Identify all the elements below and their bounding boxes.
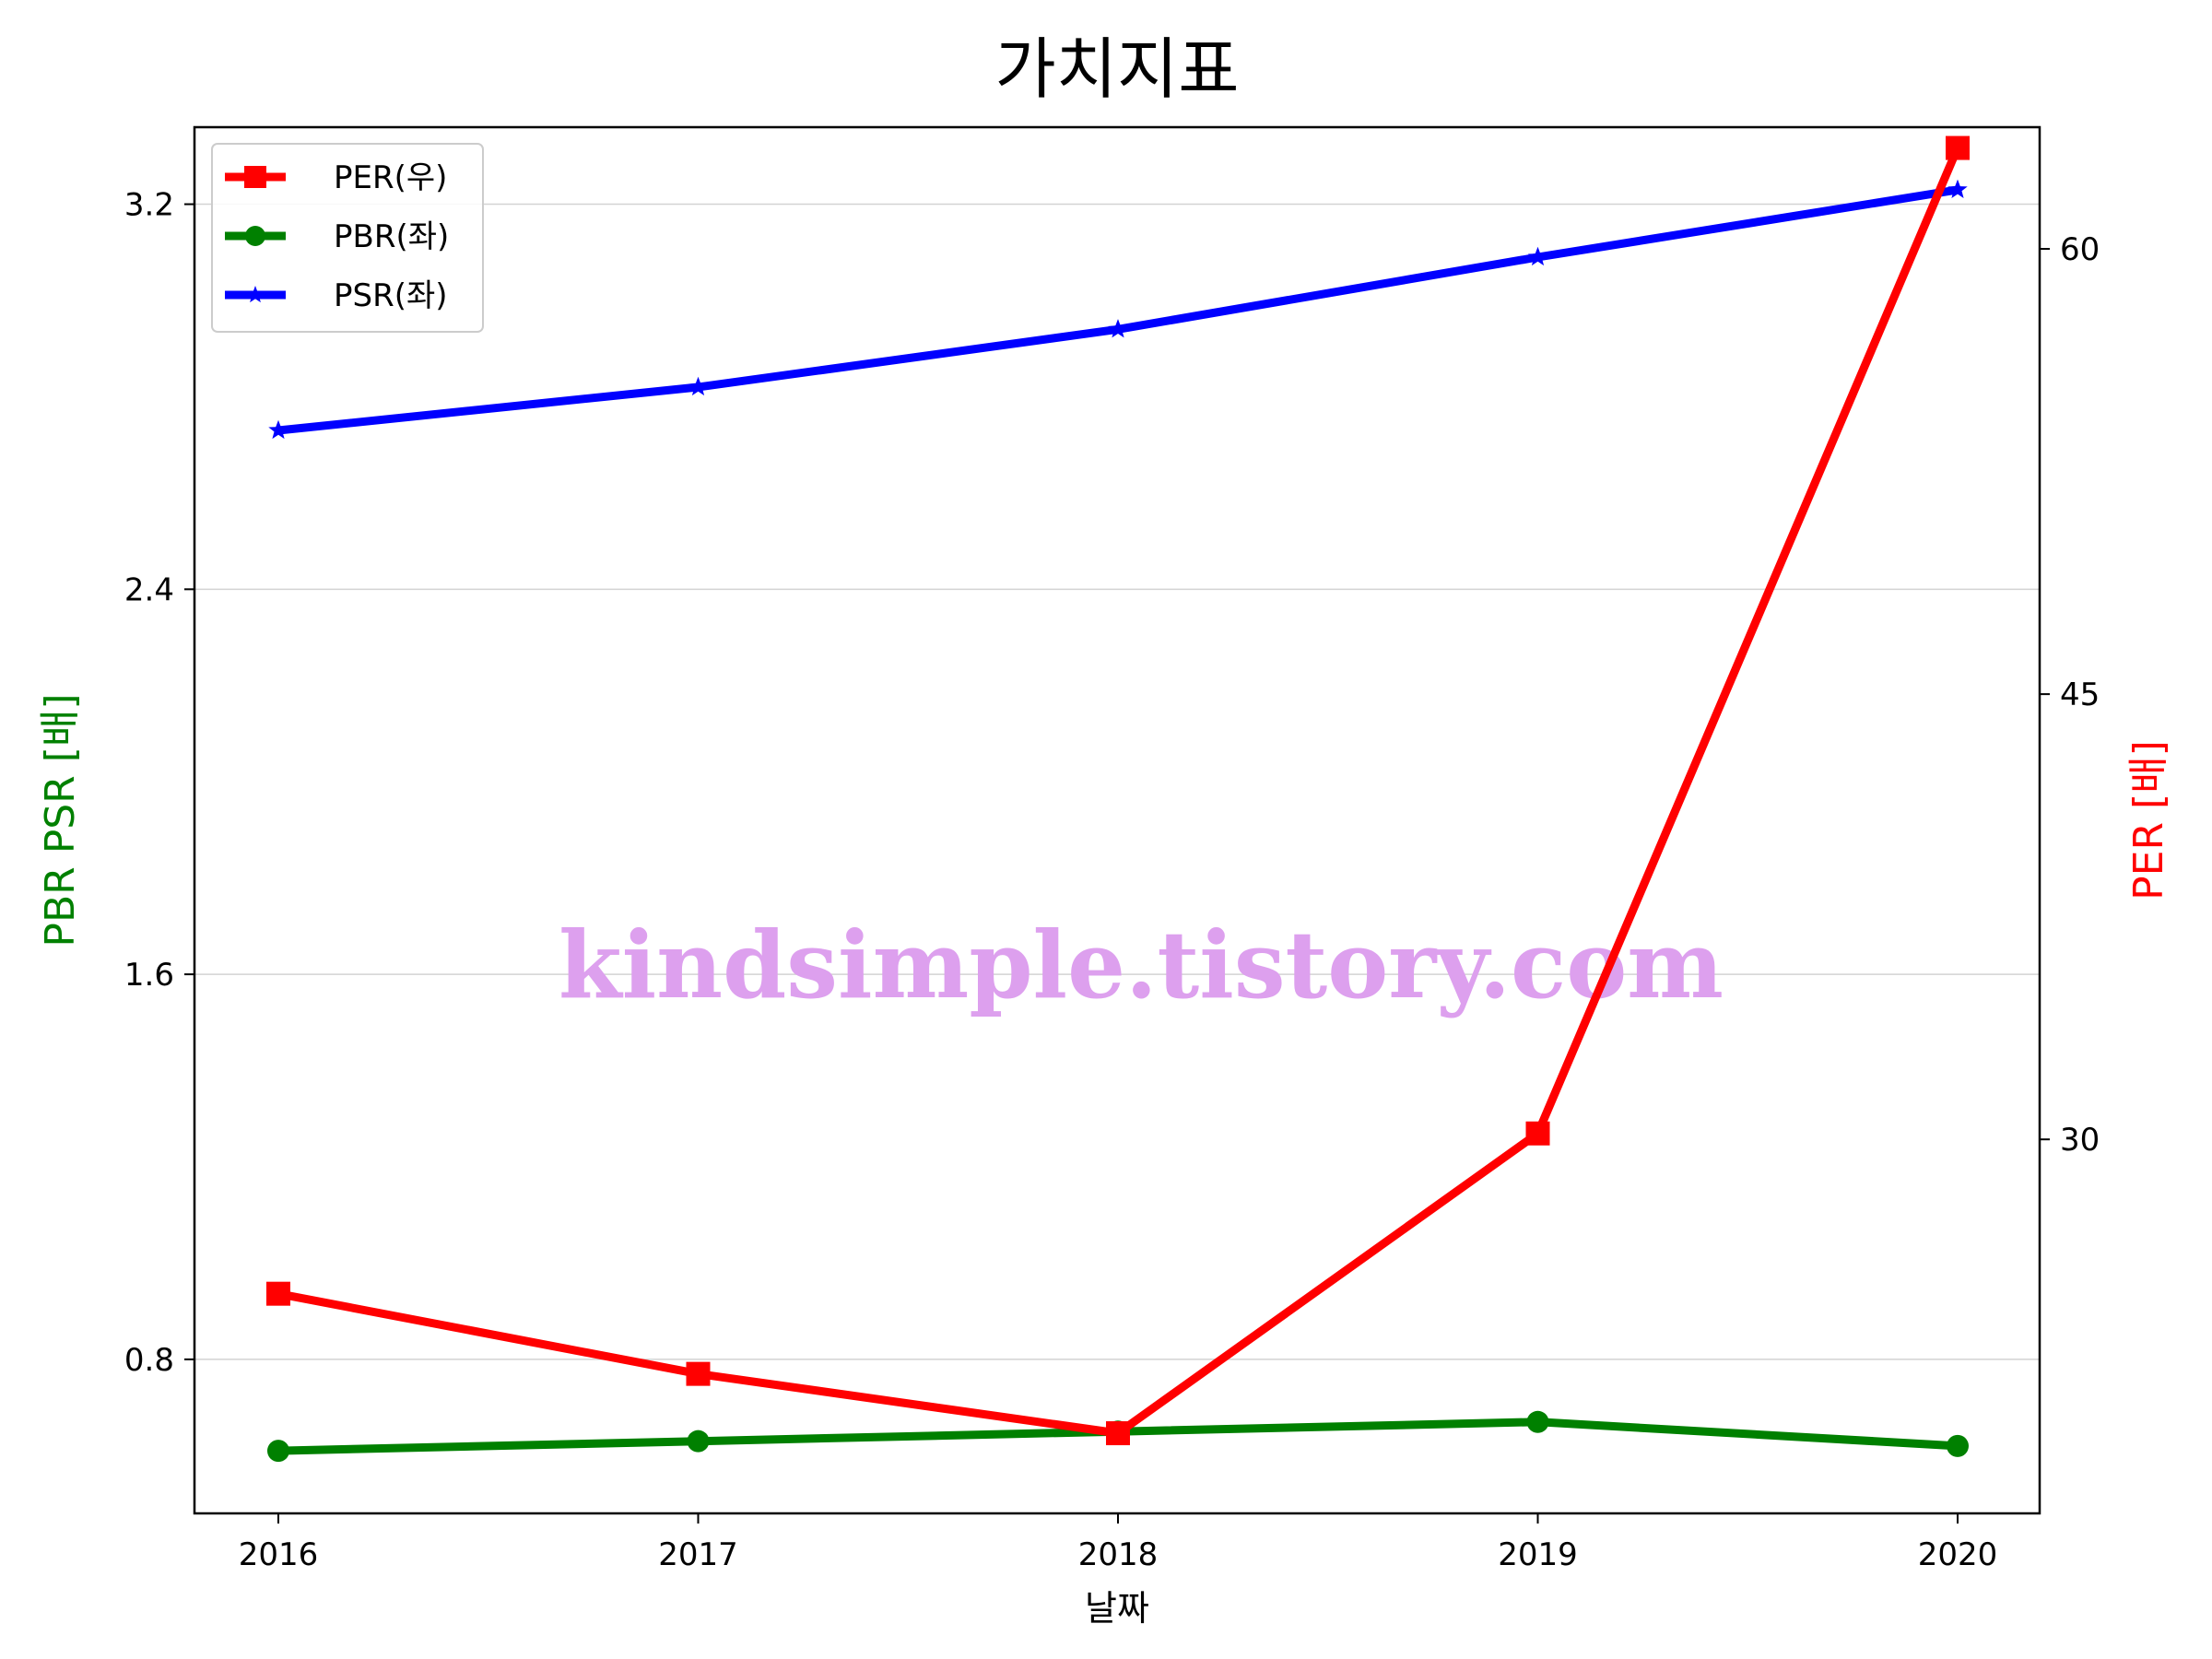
legend-swatch-marker	[246, 286, 265, 303]
x-tick-label: 2016	[239, 1536, 319, 1573]
data-point-pbr	[1526, 1410, 1549, 1433]
legend-label: PBR(좌)	[334, 218, 449, 255]
data-point-psr	[268, 419, 288, 440]
x-tick-label: 2019	[1498, 1536, 1578, 1573]
x-tick-label: 2020	[1918, 1536, 1998, 1573]
legend-swatch-marker	[244, 166, 266, 188]
y-left-tick-label: 1.6	[124, 957, 174, 994]
data-point-per	[1106, 1421, 1130, 1446]
data-point-psr	[688, 376, 709, 396]
y-left-tick-label: 2.4	[124, 571, 174, 608]
legend-item-psr: PSR(좌)	[225, 277, 448, 314]
legend-item-pbr: PBR(좌)	[225, 218, 449, 255]
y-right-tick-label: 30	[2060, 1122, 2100, 1159]
data-point-per	[1946, 135, 1970, 160]
series-layer	[266, 135, 1970, 1463]
data-point-per	[266, 1281, 290, 1306]
legend-label: PER(우)	[334, 159, 447, 196]
data-point-psr	[1527, 246, 1548, 266]
y-axis-left: 0.8 1.6 2.4 3.2	[124, 187, 194, 1379]
legend-box	[211, 143, 484, 333]
legend: PER(우) PBR(좌) PSR(좌)	[211, 143, 484, 333]
y-left-tick-label: 0.8	[124, 1342, 174, 1379]
x-axis: 2016 2017 2018 2019 2020	[239, 1513, 1998, 1573]
y-right-tick-label: 60	[2060, 231, 2100, 268]
data-point-pbr	[687, 1430, 710, 1453]
y-left-tick-label: 3.2	[124, 187, 174, 224]
x-tick-label: 2017	[658, 1536, 738, 1573]
y-right-tick-label: 45	[2060, 677, 2100, 713]
data-point-pbr	[267, 1440, 289, 1463]
series-per	[266, 135, 1970, 1446]
data-point-per	[686, 1361, 711, 1386]
data-point-pbr	[1947, 1434, 1969, 1457]
y-axis-right-title: PER [배]	[2125, 740, 2172, 900]
x-axis-title: 날짜	[1085, 1588, 1149, 1629]
chart-title: 가치지표	[995, 30, 1240, 108]
legend-item-per: PER(우)	[225, 159, 447, 196]
data-point-psr	[1108, 319, 1128, 338]
series-psr	[268, 179, 1968, 440]
legend-label: PSR(좌)	[334, 277, 448, 314]
x-tick-label: 2018	[1078, 1536, 1159, 1573]
gridlines	[194, 203, 2040, 1360]
y-axis-left-title: PBR PSR [배]	[37, 693, 84, 947]
legend-swatch-marker	[245, 226, 265, 246]
data-point-per	[1525, 1121, 1550, 1146]
y-axis-right: 30 45 60	[2040, 231, 2100, 1159]
watermark-text: kindsimple.tistory.com	[559, 911, 1724, 1019]
data-point-psr	[1947, 179, 1968, 198]
